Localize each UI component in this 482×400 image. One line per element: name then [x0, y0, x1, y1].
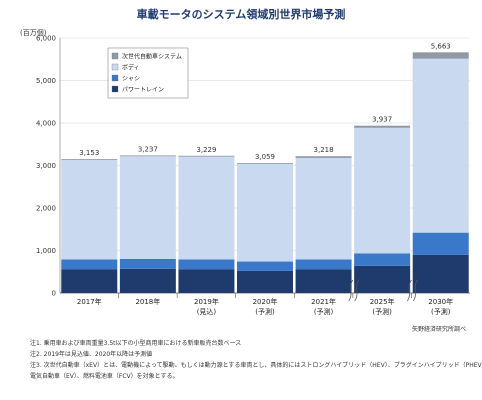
- total-label: 3,153: [79, 149, 99, 157]
- notes: 注1. 乗用車および車両重量3.5t以下の小型商用車における新車販売台数ベース …: [30, 338, 482, 382]
- legend-swatch: [111, 85, 119, 93]
- bar-segment-0: [178, 269, 235, 293]
- bar-segment-0: [295, 269, 352, 293]
- total-label: 3,229: [196, 146, 216, 154]
- category-label: 2018年: [135, 297, 160, 306]
- bar-segment-0: [354, 265, 411, 293]
- bar-segment-2: [237, 163, 293, 262]
- legend-label: シャシ: [122, 76, 140, 83]
- legend-swatch: [111, 52, 119, 60]
- legend-label: パワートレイン: [122, 87, 164, 94]
- bar-segment-1: [178, 259, 235, 270]
- bar-segment-3: [295, 156, 352, 158]
- y-tick-label: 4,000: [36, 120, 56, 128]
- y-axis-unit: (百万個): [20, 29, 47, 37]
- bar-segment-1: [354, 253, 411, 266]
- bar-segment-2: [295, 157, 352, 260]
- category-sublabel: (予測): [431, 307, 451, 316]
- category-label: 2021年: [311, 297, 336, 306]
- category-sublabel: (見込): [197, 307, 217, 316]
- bar-segment-2: [354, 127, 411, 254]
- axis-break-mark: [407, 279, 412, 302]
- axis-break-mark: [348, 279, 354, 302]
- chart-title: 車載モータのシステム領域別世界市場予測: [136, 8, 346, 21]
- bar-segment-3: [119, 155, 176, 157]
- category-sublabel: (予測): [372, 307, 392, 316]
- note-1: 注1. 乗用車および車両重量3.5t以下の小型商用車における新車販売台数ベース: [30, 340, 242, 347]
- bar-segment-2: [119, 156, 176, 259]
- bar-segment-1: [412, 232, 469, 255]
- bar-segment-1: [119, 259, 176, 269]
- bar-segment-2: [178, 156, 235, 260]
- bar-segment-3: [354, 125, 411, 128]
- bar-segment-3: [412, 52, 469, 59]
- y-tick-label: 3,000: [36, 162, 56, 170]
- y-tick-label: 2,000: [36, 205, 56, 213]
- legend-label: 次世代自動車システム: [122, 53, 182, 61]
- y-tick-label: 0: [52, 290, 56, 298]
- bar-segment-0: [412, 254, 469, 293]
- legend-swatch: [111, 63, 119, 71]
- category-label: 2030年: [428, 297, 453, 306]
- category-label: 2020年: [253, 297, 278, 306]
- bar-segment-3: [178, 155, 235, 157]
- total-label: 3,218: [314, 146, 334, 154]
- bar-segment-1: [61, 259, 118, 270]
- axis-break-mark: [413, 279, 418, 302]
- bar-segment-1: [295, 259, 352, 270]
- note-3-continued: 電気自動車（EV）、燃料電池車（FCV）を対象とする。: [30, 373, 179, 380]
- category-sublabel: (予測): [314, 307, 334, 316]
- y-tick-label: 1,000: [36, 247, 56, 255]
- category-label: 2025年: [370, 297, 395, 306]
- total-label: 3,059: [255, 153, 275, 161]
- legend-box: [107, 47, 189, 99]
- bar-segment-2: [412, 58, 469, 233]
- y-tick-label: 5,000: [36, 77, 56, 85]
- axis-break-mark: [354, 279, 360, 302]
- legend-swatch: [111, 74, 119, 82]
- bar-segment-3: [61, 158, 118, 160]
- total-label: 3,237: [138, 145, 158, 153]
- category-label: 2019年: [194, 297, 219, 306]
- note-3: 注3. 次世代自動車（xEV）とは、電動機によって駆動、もしくは動力源とする車両…: [30, 362, 482, 369]
- y-tick-label: 6,000: [36, 35, 56, 43]
- total-label: 5,663: [431, 42, 451, 50]
- bar-segment-2: [61, 159, 118, 260]
- category-sublabel: (予測): [255, 307, 275, 316]
- total-label: 3,937: [372, 116, 392, 124]
- bar-segment-0: [119, 268, 176, 293]
- source-credit: 矢野経済研究所調べ: [411, 326, 466, 333]
- bar-segment-3: [237, 162, 293, 164]
- bar-segment-1: [237, 261, 293, 271]
- bar-segment-0: [237, 270, 293, 293]
- category-label: 2017年: [77, 297, 102, 306]
- bar-segment-0: [61, 269, 118, 293]
- note-2: 注2. 2019年は見込値、2020年以降は予測値: [30, 351, 153, 358]
- legend-label: ボディ: [122, 64, 140, 72]
